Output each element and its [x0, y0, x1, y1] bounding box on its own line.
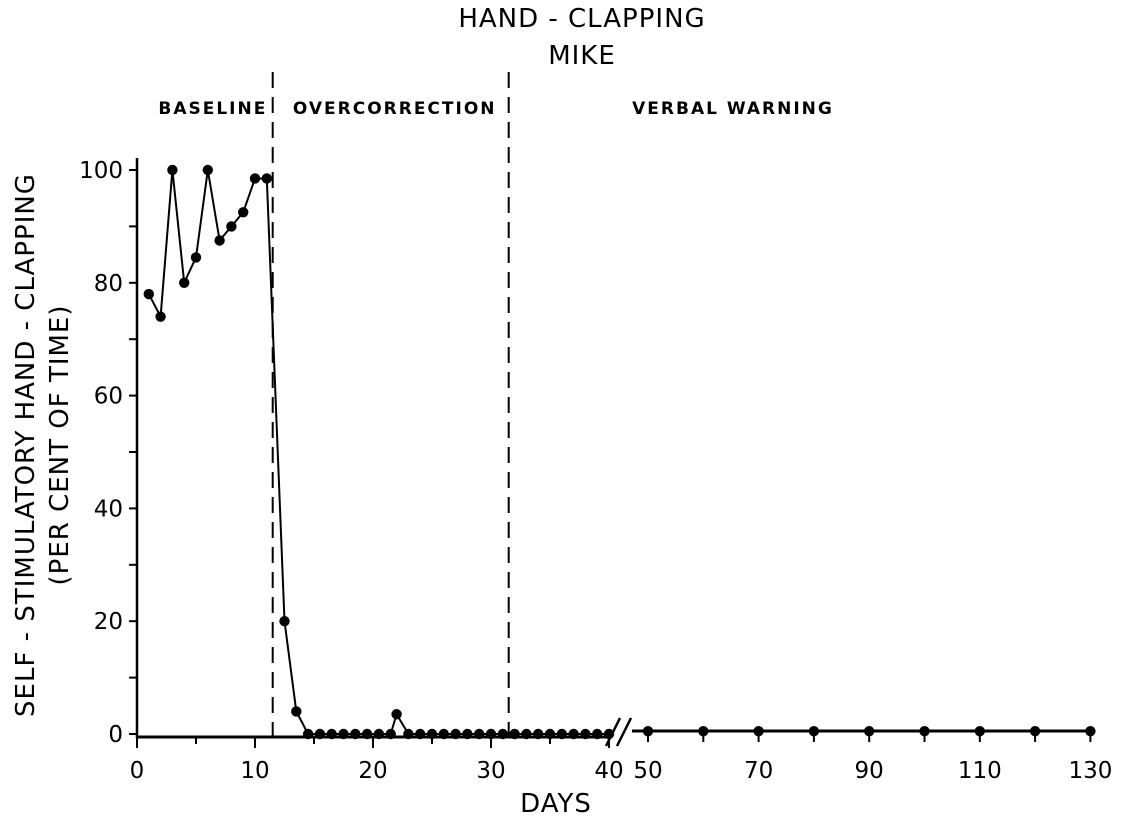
- data-point: [592, 728, 603, 740]
- data-point: [190, 252, 202, 263]
- data-point: [391, 709, 402, 720]
- data-point: [808, 725, 820, 737]
- data-point: [568, 728, 579, 740]
- data-point: [249, 173, 261, 184]
- y-tick-label: 100: [79, 158, 123, 184]
- data-point: [238, 207, 249, 218]
- data-point: [474, 728, 485, 740]
- data-point: [438, 728, 449, 740]
- x-tick-label: 50: [633, 758, 662, 784]
- data-point: [698, 725, 709, 737]
- data-point: [350, 728, 361, 740]
- x-axis-label: DAYS: [520, 789, 592, 819]
- data-point: [326, 728, 337, 740]
- data-point: [338, 728, 349, 740]
- y-tick-label: 20: [94, 609, 123, 635]
- data-point: [155, 311, 166, 322]
- data-point: [426, 728, 438, 740]
- data-point: [314, 728, 326, 740]
- data-point: [603, 728, 615, 740]
- data-point: [556, 728, 567, 740]
- chart-subtitle: MIKE: [548, 41, 616, 71]
- x-tick-label: 130: [1068, 758, 1112, 784]
- data-point: [580, 728, 591, 740]
- x-tick-label: 110: [958, 758, 1002, 784]
- data-point: [521, 728, 532, 740]
- y-tick-label: 60: [94, 384, 123, 410]
- data-point: [544, 728, 556, 740]
- y-axis-label-group: SELF - STIMULATORY HAND - CLAPPING (PER …: [11, 173, 75, 717]
- y-tick-label: 80: [94, 271, 123, 297]
- data-point: [302, 728, 314, 740]
- series-line: [147, 169, 609, 735]
- y-axis-label-line2: (PER CENT OF TIME): [45, 305, 75, 586]
- phase-label: OVERCORRECTION: [293, 99, 497, 119]
- y-axis-label-line1: SELF - STIMULATORY HAND - CLAPPING: [11, 173, 41, 717]
- y-tick-label: 40: [94, 496, 123, 522]
- data-point: [291, 706, 302, 717]
- data-point: [1029, 725, 1041, 737]
- data-point: [373, 728, 385, 740]
- phase-label: BASELINE: [158, 99, 267, 119]
- data-point: [226, 221, 237, 232]
- data-point: [533, 728, 544, 740]
- data-point: [143, 288, 154, 300]
- data-point: [403, 728, 414, 740]
- data-point: [462, 728, 473, 740]
- data-point: [167, 164, 178, 176]
- data-point: [485, 728, 497, 740]
- data-point: [261, 173, 272, 184]
- data-point: [450, 728, 461, 740]
- y-tick-label: 0: [108, 722, 123, 748]
- data-point: [642, 725, 654, 737]
- data-point: [864, 725, 875, 737]
- x-tick-label: 10: [240, 758, 269, 784]
- data-point: [974, 725, 985, 737]
- data-point: [415, 728, 426, 740]
- x-tick-label: 40: [594, 758, 623, 784]
- x-tick-label: 90: [855, 758, 884, 784]
- data-point: [497, 728, 508, 740]
- data-point: [361, 728, 373, 740]
- data-point: [214, 235, 225, 246]
- axis-break-mark: [615, 717, 633, 747]
- phase-label: VERBAL WARNING: [632, 99, 834, 119]
- x-tick-label: 30: [476, 758, 505, 784]
- x-tick-label: 20: [358, 758, 387, 784]
- data-point: [279, 616, 290, 627]
- data-point: [202, 164, 213, 176]
- data-point: [179, 277, 190, 288]
- data-point: [385, 728, 396, 740]
- chart-title: HAND - CLAPPING: [458, 4, 705, 34]
- x-tick-label: 0: [130, 758, 145, 784]
- data-point: [509, 728, 520, 740]
- data-point: [919, 725, 930, 737]
- x-tick-label: 70: [744, 758, 773, 784]
- data-point: [1085, 725, 1096, 737]
- data-point: [753, 725, 764, 737]
